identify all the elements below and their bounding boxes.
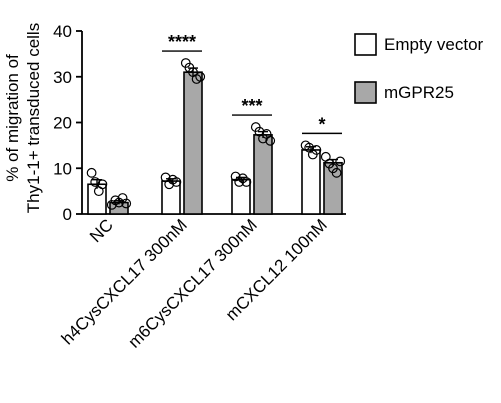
significance-label: ***	[241, 96, 262, 116]
data-point	[121, 198, 132, 209]
bar	[231, 178, 251, 215]
significance-label: *	[318, 114, 325, 134]
y-tick-label: 30	[53, 68, 72, 87]
bars	[87, 67, 343, 215]
legend-label: Empty vector	[384, 35, 484, 54]
data-point	[234, 177, 245, 187]
x-tick-label: h4CysCXCL17 300nM	[58, 215, 191, 348]
data-point	[335, 156, 346, 167]
data-point	[195, 71, 206, 82]
data-point	[265, 135, 276, 146]
legend: Empty vector mGPR25	[354, 33, 484, 104]
legend-swatch	[354, 81, 377, 104]
y-axis-title-line2: Thy1-1+ transduced cells	[24, 23, 43, 213]
x-tick-label: NC	[86, 215, 117, 246]
data-point	[331, 167, 342, 178]
y-tick-label: 10	[53, 159, 72, 178]
data-points	[86, 58, 346, 210]
legend-swatch	[354, 33, 377, 56]
significance-annotations: ********	[162, 32, 342, 134]
y-axis-title: % of migration of Thy1-1+ transduced cel…	[3, 23, 43, 213]
data-point	[237, 173, 248, 184]
bar	[253, 134, 273, 215]
data-point	[97, 179, 108, 190]
data-point	[311, 145, 322, 155]
significance-label: ****	[168, 32, 196, 52]
y-tick-label: 40	[53, 22, 72, 41]
y-axis-title-line1: % of migration of	[3, 54, 22, 182]
bar	[183, 71, 203, 215]
y-tick-label: 20	[53, 114, 72, 133]
y-tick-label: 0	[63, 205, 72, 224]
legend-label: mGPR25	[384, 83, 454, 102]
data-point	[90, 177, 101, 187]
x-tick-label: m6CysCXCL17 300nM	[124, 215, 260, 351]
data-point	[171, 177, 182, 187]
bar	[301, 149, 321, 215]
data-point	[241, 177, 252, 187]
data-point	[86, 167, 97, 178]
